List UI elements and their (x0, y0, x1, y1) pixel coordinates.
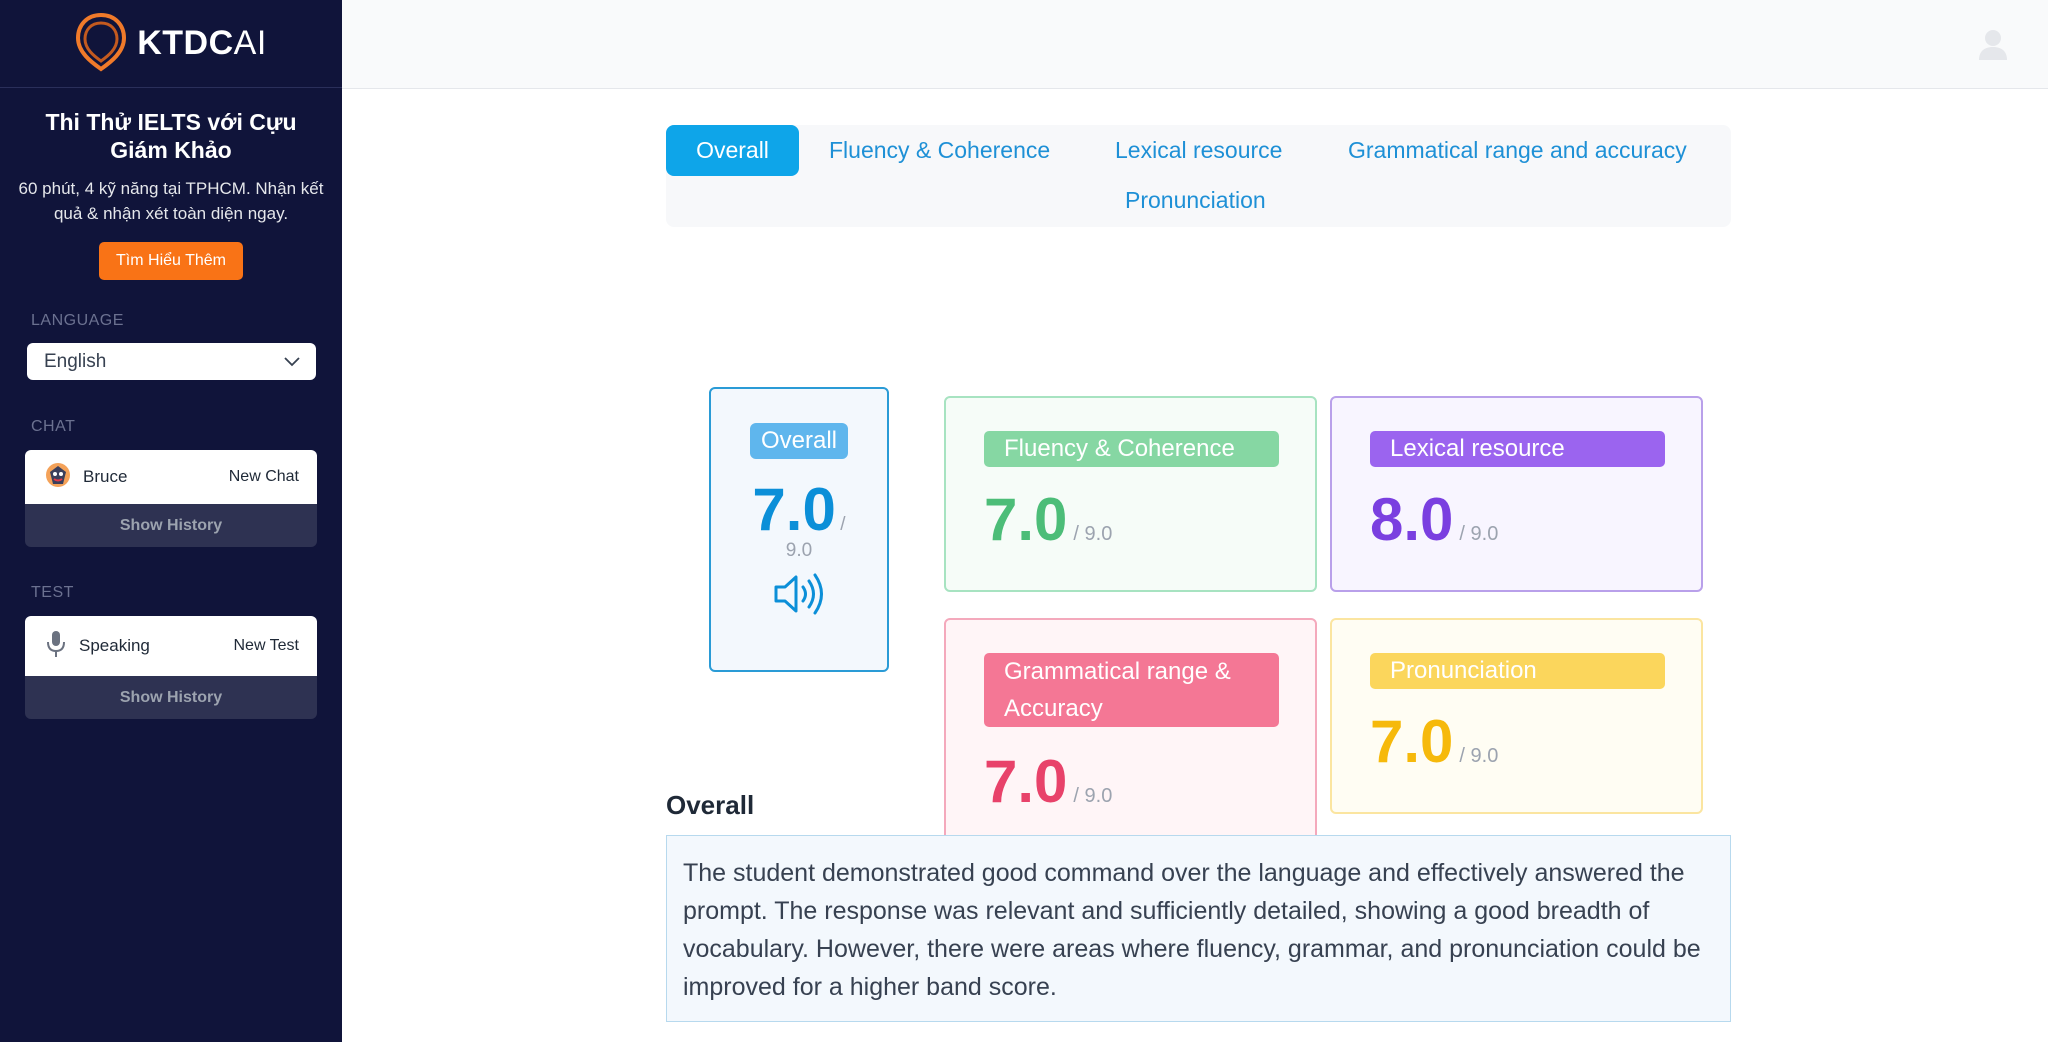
test-show-history-button[interactable]: Show History (25, 676, 317, 719)
grammar-score-card: Grammatical range & Accuracy 7.0/ 9.0 (944, 618, 1317, 852)
fluency-score-max: / 9.0 (1073, 523, 1113, 545)
score-tabs: Overall Fluency & Coherence Lexical reso… (666, 125, 1731, 227)
overall-score-slash: / (840, 514, 846, 535)
promo-panel: Thi Thử IELTS với Cựu Giám Khảo 60 phút,… (0, 88, 342, 280)
feedback-text: The student demonstrated good command ov… (666, 835, 1731, 1022)
pronunciation-score-max: / 9.0 (1459, 745, 1499, 767)
lexical-score: 8.0/ 9.0 (1370, 485, 1498, 554)
fluency-score-value: 7.0 (984, 486, 1068, 553)
promo-subtitle: 60 phút, 4 kỹ năng tại TPHCM. Nhận kết q… (18, 179, 324, 223)
fluency-score: 7.0/ 9.0 (984, 485, 1112, 554)
new-chat-button[interactable]: New Chat (228, 468, 299, 485)
overall-badge: Overall (749, 423, 849, 459)
grammar-badge: Grammatical range & Accuracy (984, 653, 1279, 727)
overall-score-max: 9.0 (785, 540, 813, 561)
chat-label: CHAT (31, 418, 76, 435)
test-card-row[interactable]: Speaking New Test (25, 616, 317, 676)
feedback-title: Overall (666, 790, 755, 820)
overall-score-value: 7.0 (752, 476, 836, 543)
new-test-button[interactable]: New Test (233, 637, 299, 654)
user-avatar-icon[interactable] (1968, 20, 2018, 68)
fluency-badge: Fluency & Coherence (984, 431, 1279, 467)
pronunciation-score-card: Pronunciation 7.0/ 9.0 (1330, 618, 1703, 814)
language-label: LANGUAGE (31, 312, 124, 329)
score-cards: Overall 7.0 / 9.0 Fluency & Coherence 7.… (666, 227, 1731, 852)
sidebar: KTDCAI Thi Thử IELTS với Cựu Giám Khảo 6… (0, 0, 342, 1042)
overall-score-card: Overall 7.0 / 9.0 (709, 387, 889, 672)
learn-more-button[interactable]: Tìm Hiểu Thêm (99, 242, 243, 280)
test-label: TEST (31, 584, 74, 601)
grammar-score: 7.0/ 9.0 (984, 747, 1112, 816)
pronunciation-score: 7.0/ 9.0 (1370, 707, 1498, 776)
fluency-score-card: Fluency & Coherence 7.0/ 9.0 (944, 396, 1317, 592)
grammar-score-value: 7.0 (984, 748, 1068, 815)
tab-overall[interactable]: Overall (666, 125, 799, 176)
speaker-icon[interactable] (773, 572, 825, 620)
grammar-score-max: / 9.0 (1073, 785, 1113, 807)
brand-header[interactable]: KTDCAI (0, 0, 342, 88)
language-section: LANGUAGE English (0, 312, 342, 380)
logo-icon (75, 12, 127, 76)
promo-title: Thi Thử IELTS với Cựu Giám Khảo (45, 109, 297, 163)
pronunciation-badge: Pronunciation (1370, 653, 1665, 689)
test-card: Speaking New Test Show History (25, 616, 317, 719)
language-value: English (44, 350, 107, 372)
pronunciation-score-value: 7.0 (1370, 708, 1454, 775)
chat-show-history-button[interactable]: Show History (25, 504, 317, 547)
chat-bot-name: Bruce (83, 467, 128, 486)
top-bar (342, 0, 2048, 89)
chevron-down-icon (284, 351, 300, 373)
test-type-name: Speaking (79, 636, 150, 655)
lexical-score-value: 8.0 (1370, 486, 1454, 553)
tab-pronunciation[interactable]: Pronunciation (1125, 187, 1266, 213)
chat-card-row[interactable]: Bruce New Chat (25, 450, 317, 504)
lexical-score-max: / 9.0 (1459, 523, 1499, 545)
test-section: TEST Speaking New Test Show History (0, 584, 342, 719)
tab-fluency[interactable]: Fluency & Coherence (829, 137, 1051, 163)
microphone-icon (45, 629, 67, 664)
language-select[interactable]: English (27, 343, 316, 380)
lexical-score-card: Lexical resource 8.0/ 9.0 (1330, 396, 1703, 592)
overall-score: 7.0 / 9.0 (711, 475, 887, 562)
tab-lexical[interactable]: Lexical resource (1115, 137, 1283, 163)
chat-card: Bruce New Chat Show History (25, 450, 317, 547)
brand-name: KTDCAI (137, 24, 267, 62)
main-content: Overall Fluency & Coherence Lexical reso… (666, 125, 1731, 852)
chat-section: CHAT Bruce New Chat Show Histor (0, 418, 342, 547)
tab-grammar[interactable]: Grammatical range and accuracy (1348, 137, 1687, 163)
lexical-badge: Lexical resource (1370, 431, 1665, 467)
bruce-avatar-icon (45, 462, 71, 493)
